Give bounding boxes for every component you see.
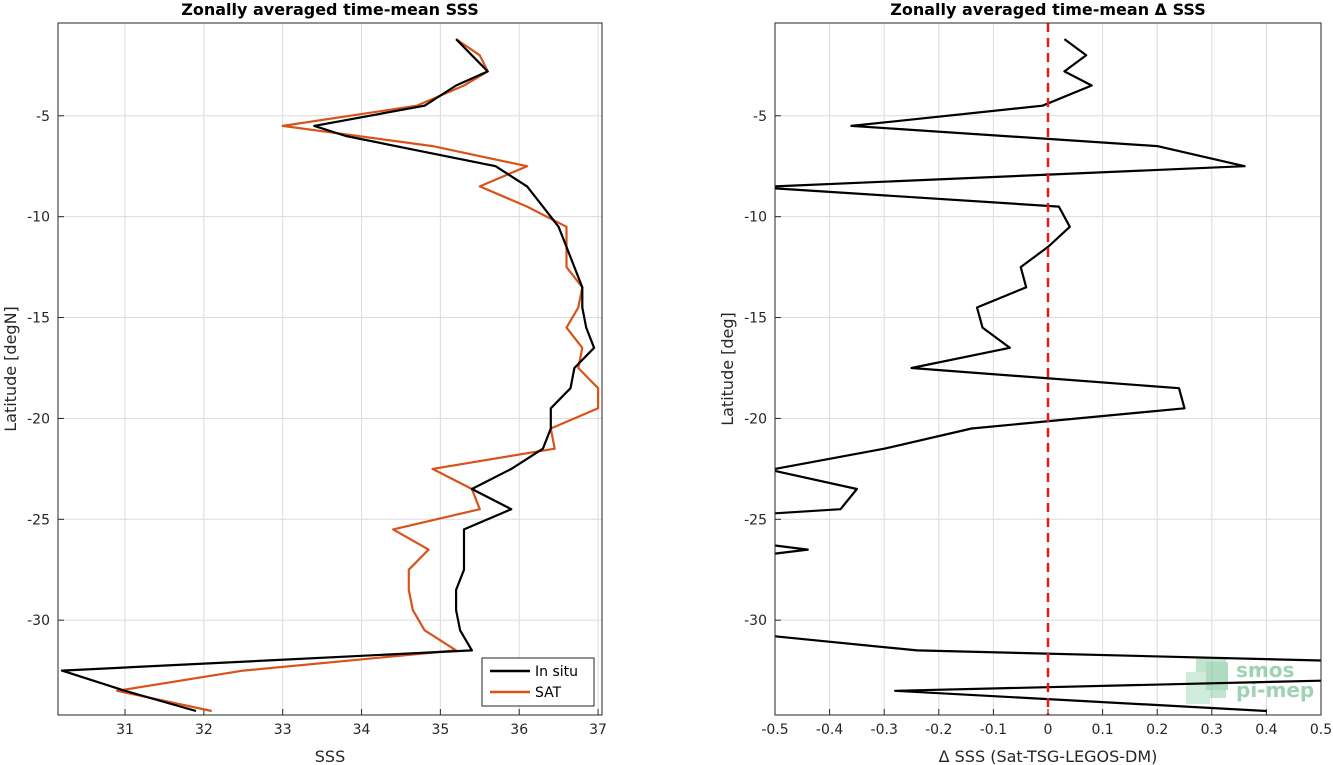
- x-tick-label: 0.1: [1091, 722, 1113, 738]
- left-chart-title: Zonally averaged time-mean SSS: [181, 0, 479, 19]
- watermark-text-smos: smos: [1236, 658, 1294, 682]
- left-y-axis-label: Latitude [degN]: [1, 306, 20, 432]
- series-line-sat: [115, 38, 600, 713]
- x-tick-label: 33: [274, 722, 292, 738]
- x-tick-label: 31: [116, 722, 134, 738]
- delta-sss-line-segment: [774, 187, 1186, 470]
- left-series-lines: [60, 38, 600, 713]
- legend-box: [481, 657, 595, 707]
- right-x-axis-label: Δ SSS (Sat-TSG-LEGOS-DM): [939, 747, 1158, 765]
- x-tick-label: -0.1: [980, 722, 1007, 738]
- left-grid: [58, 23, 602, 715]
- legend-label-sat: SAT: [535, 685, 562, 701]
- x-tick-label: 32: [195, 722, 213, 738]
- y-tick-label: -30: [744, 613, 767, 629]
- y-tick-label: -5: [36, 109, 50, 125]
- legend-label-in-situ: In situ: [535, 664, 578, 680]
- y-tick-label: -15: [27, 311, 50, 327]
- x-tick-label: -0.5: [761, 722, 788, 738]
- x-tick-label: -0.3: [871, 722, 898, 738]
- series-line-in-situ: [60, 38, 596, 713]
- y-tick-label: -30: [27, 613, 50, 629]
- delta-sss-line-segment: [774, 544, 809, 555]
- left-axes-box: [57, 22, 603, 716]
- left-panel: 31 32 33 34 35 36 37 -5 -10 -15 -20 -25 -30 Zonally…: [1, 0, 607, 765]
- left-x-tick-labels: 31 32 33 34 35 36 37: [116, 722, 607, 738]
- y-tick-label: -20: [27, 411, 50, 427]
- left-x-axis-label: SSS: [315, 747, 345, 765]
- delta-sss-line-segment: [893, 679, 1322, 713]
- right-y-tick-labels: -5 -10 -15 -20 -25 -30: [744, 109, 767, 629]
- y-tick-label: -15: [744, 311, 767, 327]
- y-tick-label: -20: [744, 411, 767, 427]
- delta-sss-line-segment: [774, 469, 859, 515]
- x-tick-label: 34: [353, 722, 371, 738]
- x-tick-label: 35: [431, 722, 449, 738]
- y-tick-label: -25: [744, 512, 767, 528]
- y-tick-label: -10: [744, 210, 767, 226]
- x-tick-label: 36: [510, 722, 528, 738]
- left-legend: In situ SAT: [481, 657, 595, 707]
- right-panel: smos pi-mep -0.5 -0.4 -0.3 -0.2 -0.1 0 0.1 0.2 0…: [718, 0, 1332, 765]
- x-tick-label: 0: [1044, 722, 1053, 738]
- x-tick-label: 0.4: [1255, 722, 1277, 738]
- x-tick-label: 0.5: [1310, 722, 1332, 738]
- x-tick-label: 0.2: [1146, 722, 1168, 738]
- y-tick-label: -10: [27, 210, 50, 226]
- right-series-lines: [774, 38, 1322, 713]
- y-tick-label: -25: [27, 512, 50, 528]
- delta-sss-line-segment: [774, 635, 1322, 662]
- right-chart-title: Zonally averaged time-mean Δ SSS: [890, 0, 1206, 19]
- delta-sss-line-segment: [774, 38, 1246, 188]
- right-axes-box: [774, 22, 1322, 716]
- left-y-tick-labels: -5 -10 -15 -20 -25 -30: [27, 109, 50, 629]
- x-tick-label: -0.2: [925, 722, 952, 738]
- right-y-axis-label: Latitude [deg]: [718, 312, 737, 426]
- y-tick-label: -5: [753, 109, 767, 125]
- right-x-tick-labels: -0.5 -0.4 -0.3 -0.2 -0.1 0 0.1 0.2 0.3 0.4 0.5: [761, 722, 1332, 738]
- x-tick-label: -0.4: [816, 722, 843, 738]
- x-tick-label: 37: [589, 722, 607, 738]
- x-tick-label: 0.3: [1201, 722, 1223, 738]
- left-plot-area: [58, 23, 602, 715]
